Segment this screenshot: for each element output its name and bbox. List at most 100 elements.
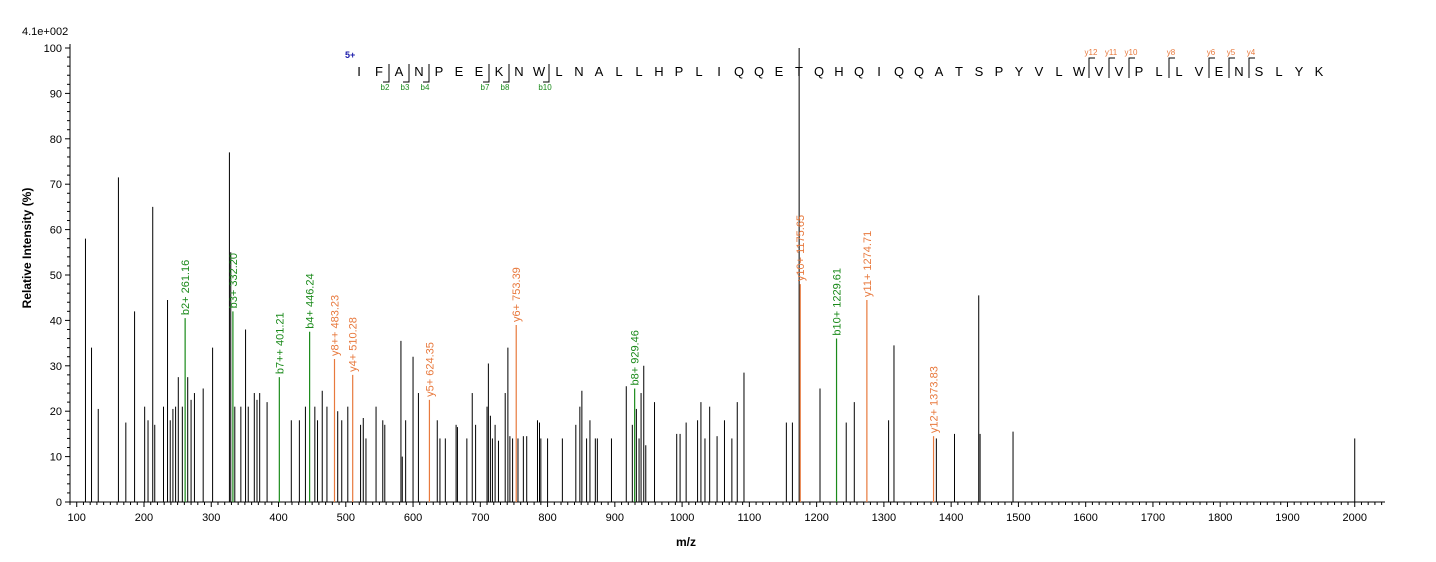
x-tick-label: 800 (538, 512, 556, 524)
b-ion-label: b2 (381, 83, 390, 92)
y-ion-bracket (1128, 57, 1135, 78)
sequence-residue: K (1315, 64, 1324, 79)
y-tick-label: 60 (50, 225, 62, 237)
max-intensity-label: 4.1e+002 (22, 26, 68, 38)
sequence-residue: N (574, 64, 583, 79)
sequence-residue: E (775, 64, 784, 79)
peaks (84, 48, 1356, 502)
y-ion-bracket (1168, 57, 1175, 78)
sequence-residue: L (1175, 64, 1182, 79)
peak-label: b2+ 261.16 (180, 260, 192, 315)
x-tick-label: 1100 (738, 512, 762, 524)
sequence-residue: E (455, 64, 464, 79)
y-ion-bracket (1208, 57, 1215, 78)
sequence-residue: I (717, 64, 721, 79)
y-ion-label: y5 (1227, 48, 1236, 57)
sequence-residue: W (533, 64, 546, 79)
sequence-residue: N (514, 64, 523, 79)
y-ion-label: y6 (1207, 48, 1216, 57)
y-ion-label: y10 (1125, 48, 1138, 57)
axes: 100 200 300 400 500 600 700 800 900 1000 1100 1200 1… (44, 43, 1385, 524)
x-tick-label: 1300 (872, 512, 896, 524)
peak-label: y11+ 1274.71 (862, 231, 874, 297)
peak-label: y5+ 624.35 (424, 342, 436, 397)
b-ion-label: b3 (401, 83, 410, 92)
y-ion-bracket (1248, 57, 1255, 78)
x-tick-label: 1800 (1208, 512, 1232, 524)
y-tick-label: 30 (50, 361, 62, 373)
peak-label: b8+ 929.46 (630, 330, 642, 385)
x-tick-label: 300 (202, 512, 220, 524)
x-tick-label: 400 (269, 512, 287, 524)
y-tick-label: 40 (50, 315, 62, 327)
peak-label: y10+ 1175.65 (795, 215, 807, 281)
sequence-residue: K (495, 64, 504, 79)
x-tick-label: 2000 (1342, 512, 1366, 524)
sequence-residue: L (1155, 64, 1162, 79)
x-tick-label: 900 (606, 512, 624, 524)
sequence-residue: P (675, 64, 684, 79)
y-tick-label: 50 (50, 270, 62, 282)
y-ion-label: y4 (1247, 48, 1256, 57)
x-tick-label: 1600 (1073, 512, 1097, 524)
sequence-residue: Q (814, 64, 824, 79)
peak-label: b3+ 332.20 (228, 253, 240, 308)
x-tick-label: 1700 (1141, 512, 1165, 524)
sequence-residue: L (615, 64, 622, 79)
sequence-residue: A (935, 64, 944, 79)
b-ion-bracket (403, 64, 410, 83)
b-ion-label: b8 (501, 83, 510, 92)
sequence-residue: P (1135, 64, 1144, 79)
x-tick-label: 1400 (939, 512, 963, 524)
sequence-residue: T (795, 64, 803, 79)
y-ion-label: y12 (1085, 48, 1098, 57)
sequence-residue: V (1115, 64, 1124, 79)
y-tick-label: 90 (50, 88, 62, 100)
b-ion-label: b4 (421, 83, 430, 92)
sequence-residue: V (1095, 64, 1104, 79)
sequence-residue: Q (894, 64, 904, 79)
sequence-residue: N (1234, 64, 1243, 79)
sequence-residue: P (435, 64, 444, 79)
b-ion-bracket (503, 64, 510, 83)
b-ion-bracket (483, 64, 490, 83)
x-tick-label: 1500 (1006, 512, 1030, 524)
sequence-residue: N (414, 64, 423, 79)
b-ion-label: b7 (481, 83, 490, 92)
peak-label: y6+ 753.39 (511, 267, 523, 322)
sequence-residue: Q (754, 64, 764, 79)
sequence-residue: L (1055, 64, 1062, 79)
sequence-residue: F (375, 64, 383, 79)
charge-label: 5+ (345, 50, 355, 60)
sequence-residue: Y (1295, 64, 1304, 79)
y-tick-label: 80 (50, 134, 62, 146)
y-tick-label: 70 (50, 179, 62, 191)
x-tick-label: 200 (135, 512, 153, 524)
y-ion-bracket (1108, 57, 1115, 78)
peak-annotations: b2+ 261.16 b3+ 332.20 b7++ 401.21 b4+ 446.2… (180, 215, 941, 502)
sequence-residue: W (1073, 64, 1086, 79)
sequence-residue: L (1275, 64, 1282, 79)
b-ion-bracket (383, 64, 390, 83)
sequence-residue: S (975, 64, 984, 79)
sequence-residue: Q (854, 64, 864, 79)
peak-label: y8++ 483.23 (329, 295, 341, 356)
x-tick-label: 1900 (1275, 512, 1299, 524)
sequence-residue: Y (1015, 64, 1024, 79)
x-tick-label: 500 (337, 512, 355, 524)
sequence-residue: V (1035, 64, 1044, 79)
sequence-residue: L (555, 64, 562, 79)
sequence-residue: L (695, 64, 702, 79)
y-tick-label: 0 (56, 497, 62, 509)
b-ion-label: b10 (538, 83, 552, 92)
sequence-residue: S (1255, 64, 1264, 79)
sequence-residue: E (475, 64, 484, 79)
b-ion-bracket (423, 64, 430, 83)
sequence-residue: A (595, 64, 604, 79)
y-tick-label: 10 (50, 452, 62, 464)
b-ion-bracket (543, 64, 550, 83)
sequence-residue: V (1195, 64, 1204, 79)
peak-label: b7++ 401.21 (274, 312, 286, 374)
sequence-residue: L (635, 64, 642, 79)
